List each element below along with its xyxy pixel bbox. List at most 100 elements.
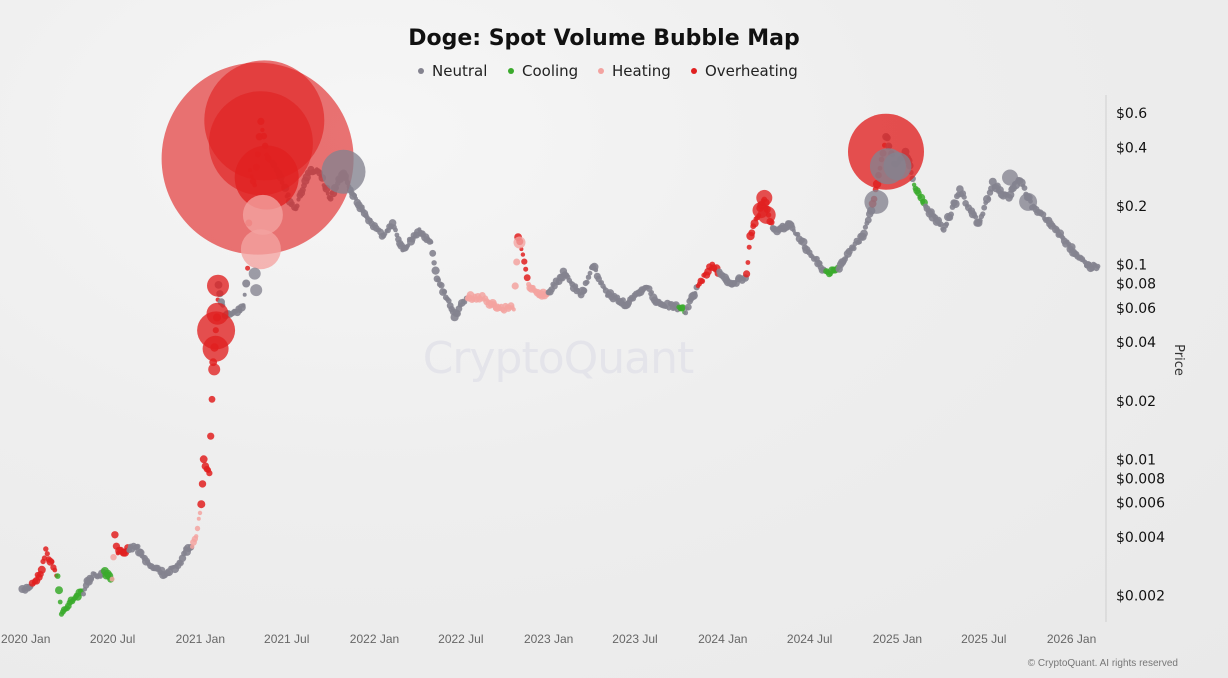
x-tick-label: 2022 Jul [438,632,483,646]
volume-bubble-neutral [883,152,912,181]
volume-bubble-overheating [234,145,299,210]
x-tick-label: 2026 Jan [1047,632,1096,646]
price-point-neutral [429,249,437,257]
x-tick-label: 2023 Jan [524,632,573,646]
price-point-neutral [980,211,986,217]
price-point-neutral [446,298,452,304]
volume-bubble-neutral [1002,169,1018,186]
legend-marker-neutral [418,68,424,74]
price-point-neutral [585,274,592,280]
y-tick-label: $0.01 [1116,452,1156,468]
y-tick-label: $0.06 [1116,301,1156,317]
price-point-overheating [208,395,216,403]
volume-bubble-overheating [206,302,229,325]
y-tick-label: $0.1 [1116,258,1147,274]
price-point-overheating [49,559,55,565]
price-point-neutral [645,285,653,293]
price-point-neutral [441,289,448,295]
price-point-overheating [521,258,528,265]
price-point-heating [197,510,203,516]
price-point-neutral [89,575,95,581]
price-point-neutral [1095,263,1101,269]
x-tick-label: 2021 Jan [176,632,225,646]
price-point-neutral [436,277,441,283]
price-point-neutral [1021,185,1028,191]
price-point-overheating [197,500,206,509]
volume-bubble-heating [242,194,283,235]
price-point-neutral [431,260,437,266]
price-point-overheating [743,270,751,278]
price-point-neutral [431,266,440,275]
price-point-overheating [43,546,49,552]
price-point-overheating [199,455,208,464]
volume-bubble-overheating [208,363,221,376]
x-tick-label: 2022 Jan [350,632,399,646]
price-point-cooling [55,586,63,595]
chart-title: Doge: Spot Volume Bubble Map [408,26,800,51]
y-tick-label: $0.02 [1116,394,1156,410]
price-point-cooling [54,573,61,579]
y-axis-label: Price [1171,344,1186,376]
price-point-neutral [81,591,86,597]
price-point-heating [110,554,117,561]
price-point-overheating [523,274,531,282]
y-tick-label: $0.04 [1116,335,1156,351]
price-point-overheating [245,265,251,271]
price-point-neutral [620,297,626,303]
legend-marker-heating [598,68,604,74]
y-tick-label: $0.002 [1116,589,1165,605]
price-point-overheating [111,531,119,539]
y-tick-label: $0.08 [1116,277,1156,293]
price-point-overheating [523,266,529,272]
volume-bubble-neutral [250,284,263,297]
price-point-neutral [241,303,246,308]
volume-bubble-heating [513,236,526,249]
legend: Neutral Cooling Heating Overheating [418,62,798,80]
price-point-neutral [864,216,872,224]
x-tick-label: 2020 Jan [1,632,50,646]
x-tick-label: 2020 Jul [90,632,135,646]
price-point-heating [109,576,115,582]
x-tick-label: 2025 Jan [873,632,922,646]
price-point-neutral [580,287,588,294]
price-point-overheating [748,229,756,237]
x-tick-label: 2021 Jul [264,632,309,646]
price-point-neutral [857,239,862,245]
x-tick-label: 2024 Jul [787,632,832,646]
y-tick-label: $0.2 [1116,199,1147,215]
price-point-neutral [593,267,599,273]
price-point-overheating [207,432,215,440]
copyright: © CryptoQuant. AI rights reserved [1028,658,1178,669]
price-point-neutral [986,196,991,201]
price-point-neutral [693,291,698,296]
volume-bubble-heating [240,229,281,270]
price-point-neutral [242,279,251,288]
price-point-heating [511,282,519,290]
price-point-overheating [746,244,752,250]
price-point-neutral [429,240,434,245]
volume-bubble-neutral [248,267,261,280]
price-point-neutral [981,204,988,211]
price-point-neutral [799,238,808,246]
volume-bubble-overheating [207,274,229,297]
price-point-neutral [584,279,590,285]
y-tick-label: $0.004 [1116,530,1165,546]
volume-bubble-overheating [752,202,769,219]
price-point-neutral [977,217,983,224]
y-tick-label: $0.006 [1116,496,1165,512]
price-point-heating [196,516,201,521]
y-axis-ticks: $0.6 $0.4 $0.2 $0.1 $0.08 $0.06 $0.04 $0.02 $0.0… [1116,106,1165,605]
price-point-overheating [745,260,751,265]
price-point-neutral [135,543,141,550]
legend-marker-overheating [691,68,697,74]
volume-bubble-overheating [202,335,229,362]
x-tick-label: 2025 Jul [961,632,1006,646]
price-point-neutral [462,299,468,305]
price-point-neutral [684,303,692,311]
legend-label-overheating: Overheating [705,62,798,80]
price-point-overheating [52,567,58,573]
price-point-neutral [242,292,247,297]
legend-label-heating: Heating [612,62,671,80]
price-point-neutral [948,211,954,218]
